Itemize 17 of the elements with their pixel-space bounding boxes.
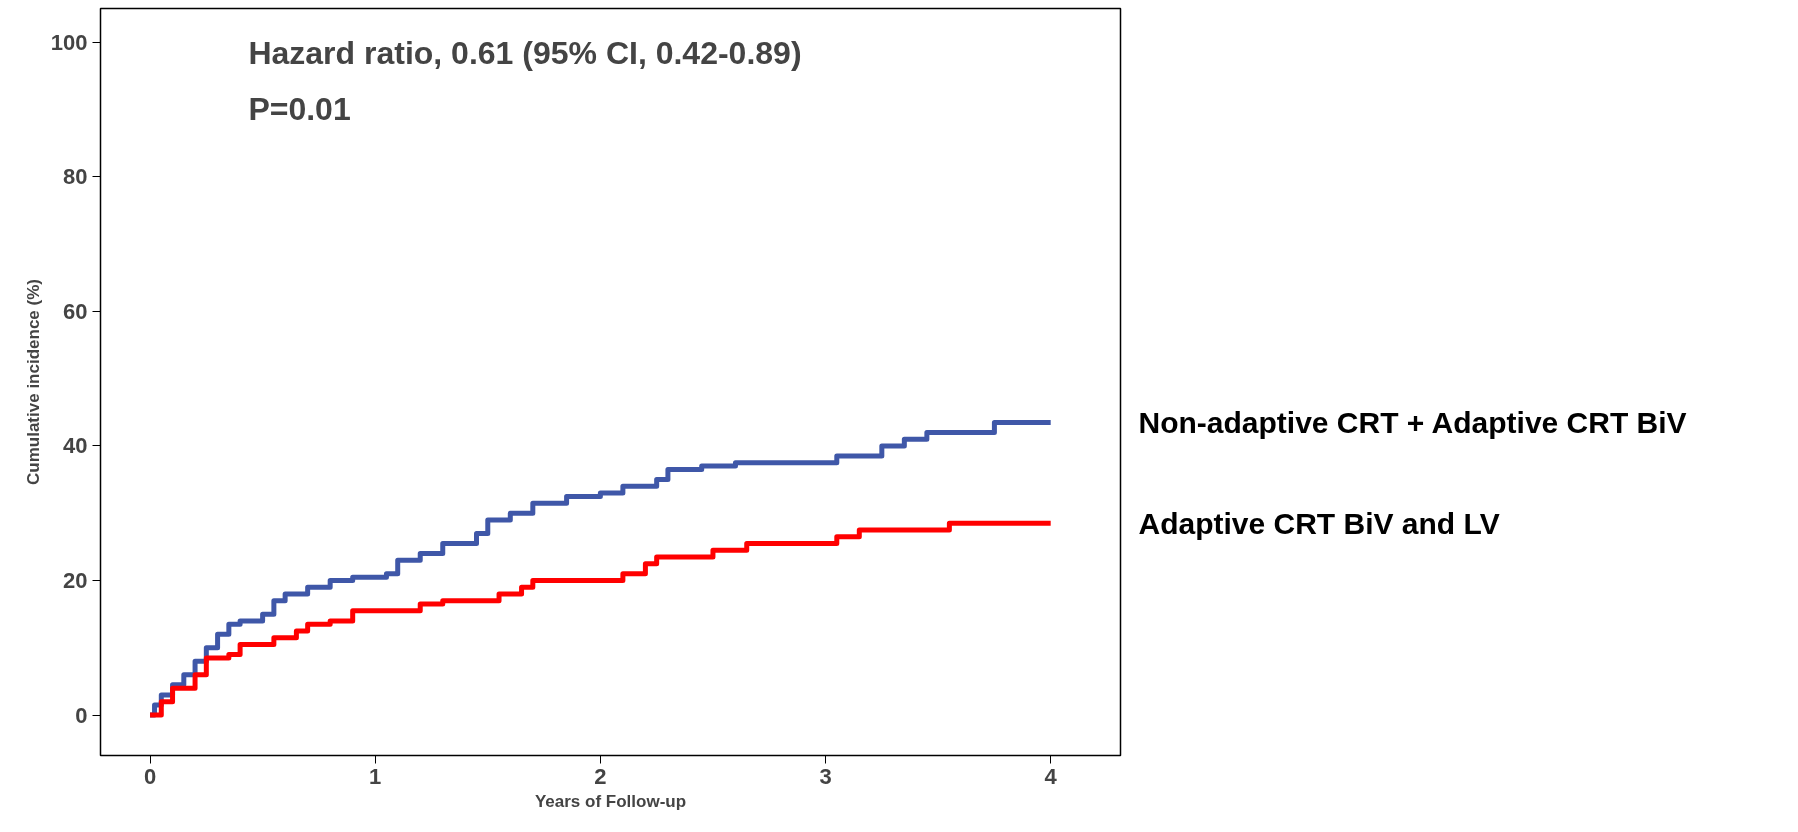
y-tick-label: 100 — [50, 29, 88, 55]
x-tick-label: 1 — [369, 763, 382, 789]
y-tick-label: 80 — [63, 164, 88, 190]
x-tick-label: 4 — [1044, 763, 1058, 789]
annotation: Hazard ratio, 0.61 (95% CI, 0.42-0.89) — [248, 34, 802, 71]
x-tick-label: 3 — [819, 763, 832, 789]
x-tick-label: 0 — [143, 763, 157, 789]
y-tick-label: 60 — [63, 298, 88, 324]
text: Adaptive CRT BiV and LV — [1138, 506, 1500, 540]
y-tick-label: 0 — [75, 702, 88, 728]
x-axis-title: Years of Follow-up — [534, 791, 687, 811]
x-tick-label: 2 — [594, 763, 607, 789]
y-axis-title: Cumulative incidence (%) — [23, 279, 43, 485]
annotation: P=0.01 — [248, 90, 351, 127]
text: Non-adaptive CRT + Adaptive CRT BiV — [1138, 405, 1687, 439]
y-tick-label: 20 — [63, 568, 88, 594]
y-tick-label: 40 — [63, 433, 88, 459]
